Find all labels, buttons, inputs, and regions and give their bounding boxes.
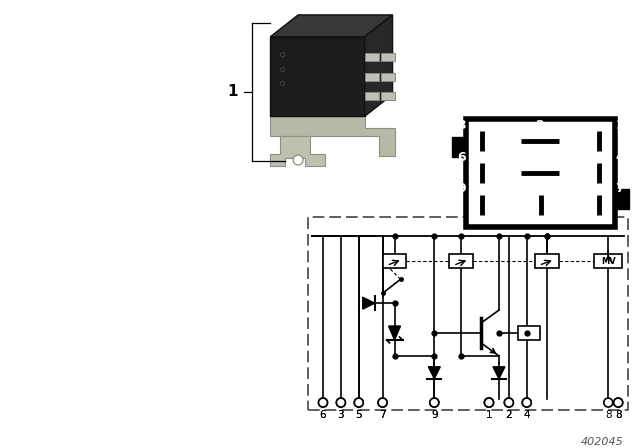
Text: O: O xyxy=(280,67,285,73)
Polygon shape xyxy=(270,37,365,116)
Text: 5: 5 xyxy=(355,410,362,421)
Text: 402045: 402045 xyxy=(580,437,623,448)
Text: 4: 4 xyxy=(524,410,530,421)
Bar xyxy=(615,189,629,209)
Bar xyxy=(518,326,540,340)
Circle shape xyxy=(522,398,531,407)
Polygon shape xyxy=(270,15,392,37)
Polygon shape xyxy=(365,53,379,60)
Bar xyxy=(595,254,622,268)
Polygon shape xyxy=(365,92,379,100)
Circle shape xyxy=(319,398,328,407)
Text: 9: 9 xyxy=(431,410,438,421)
Circle shape xyxy=(614,398,623,407)
Circle shape xyxy=(355,398,364,407)
Polygon shape xyxy=(388,326,401,340)
Text: 7: 7 xyxy=(380,410,386,421)
Circle shape xyxy=(337,398,346,407)
Text: O: O xyxy=(280,82,285,87)
Text: O: O xyxy=(280,52,285,58)
Text: 6: 6 xyxy=(319,410,326,421)
Text: 1: 1 xyxy=(486,410,492,421)
Polygon shape xyxy=(493,367,505,379)
Text: 5: 5 xyxy=(355,410,362,421)
Circle shape xyxy=(378,398,387,407)
Text: 2: 2 xyxy=(506,410,512,421)
Text: 1: 1 xyxy=(486,410,492,421)
Text: 8: 8 xyxy=(615,410,621,421)
Bar xyxy=(466,119,615,227)
Polygon shape xyxy=(270,116,394,156)
Text: 3: 3 xyxy=(458,119,466,132)
Bar xyxy=(452,137,466,157)
Polygon shape xyxy=(365,73,379,81)
Text: 8: 8 xyxy=(615,410,621,421)
Text: 7: 7 xyxy=(380,410,386,421)
Text: 9: 9 xyxy=(431,410,438,421)
Text: 8: 8 xyxy=(605,410,612,421)
Text: 4: 4 xyxy=(524,410,530,421)
Polygon shape xyxy=(381,53,394,60)
Bar xyxy=(383,254,406,268)
Circle shape xyxy=(293,155,303,165)
Circle shape xyxy=(319,398,328,407)
Circle shape xyxy=(484,398,493,407)
Circle shape xyxy=(504,398,513,407)
Circle shape xyxy=(604,398,612,407)
Text: 7: 7 xyxy=(615,182,624,195)
Circle shape xyxy=(504,398,513,407)
Text: 6: 6 xyxy=(458,151,466,164)
Polygon shape xyxy=(381,73,394,81)
Text: 2: 2 xyxy=(506,410,512,421)
Text: 5: 5 xyxy=(536,151,545,164)
Circle shape xyxy=(484,398,493,407)
Circle shape xyxy=(337,398,346,407)
Text: 3: 3 xyxy=(337,410,344,421)
Circle shape xyxy=(484,398,493,407)
Polygon shape xyxy=(363,297,374,309)
Text: 9: 9 xyxy=(458,182,466,195)
Text: 1: 1 xyxy=(615,119,624,132)
Polygon shape xyxy=(365,15,392,116)
Polygon shape xyxy=(270,136,325,166)
Text: MV: MV xyxy=(601,257,616,266)
Circle shape xyxy=(430,398,439,407)
Text: 1: 1 xyxy=(227,84,238,99)
Text: 2: 2 xyxy=(536,119,545,132)
Circle shape xyxy=(378,398,387,407)
Text: 3: 3 xyxy=(337,410,344,421)
Bar xyxy=(534,254,559,268)
Text: 8: 8 xyxy=(536,182,545,195)
Polygon shape xyxy=(428,367,440,379)
Bar xyxy=(449,254,473,268)
Circle shape xyxy=(614,398,623,407)
Circle shape xyxy=(355,398,364,407)
Polygon shape xyxy=(381,92,394,100)
Text: 6: 6 xyxy=(319,410,326,421)
Text: 1: 1 xyxy=(486,410,492,421)
Circle shape xyxy=(430,398,439,407)
Circle shape xyxy=(522,398,531,407)
Text: 4: 4 xyxy=(615,151,624,164)
Bar xyxy=(308,217,628,409)
